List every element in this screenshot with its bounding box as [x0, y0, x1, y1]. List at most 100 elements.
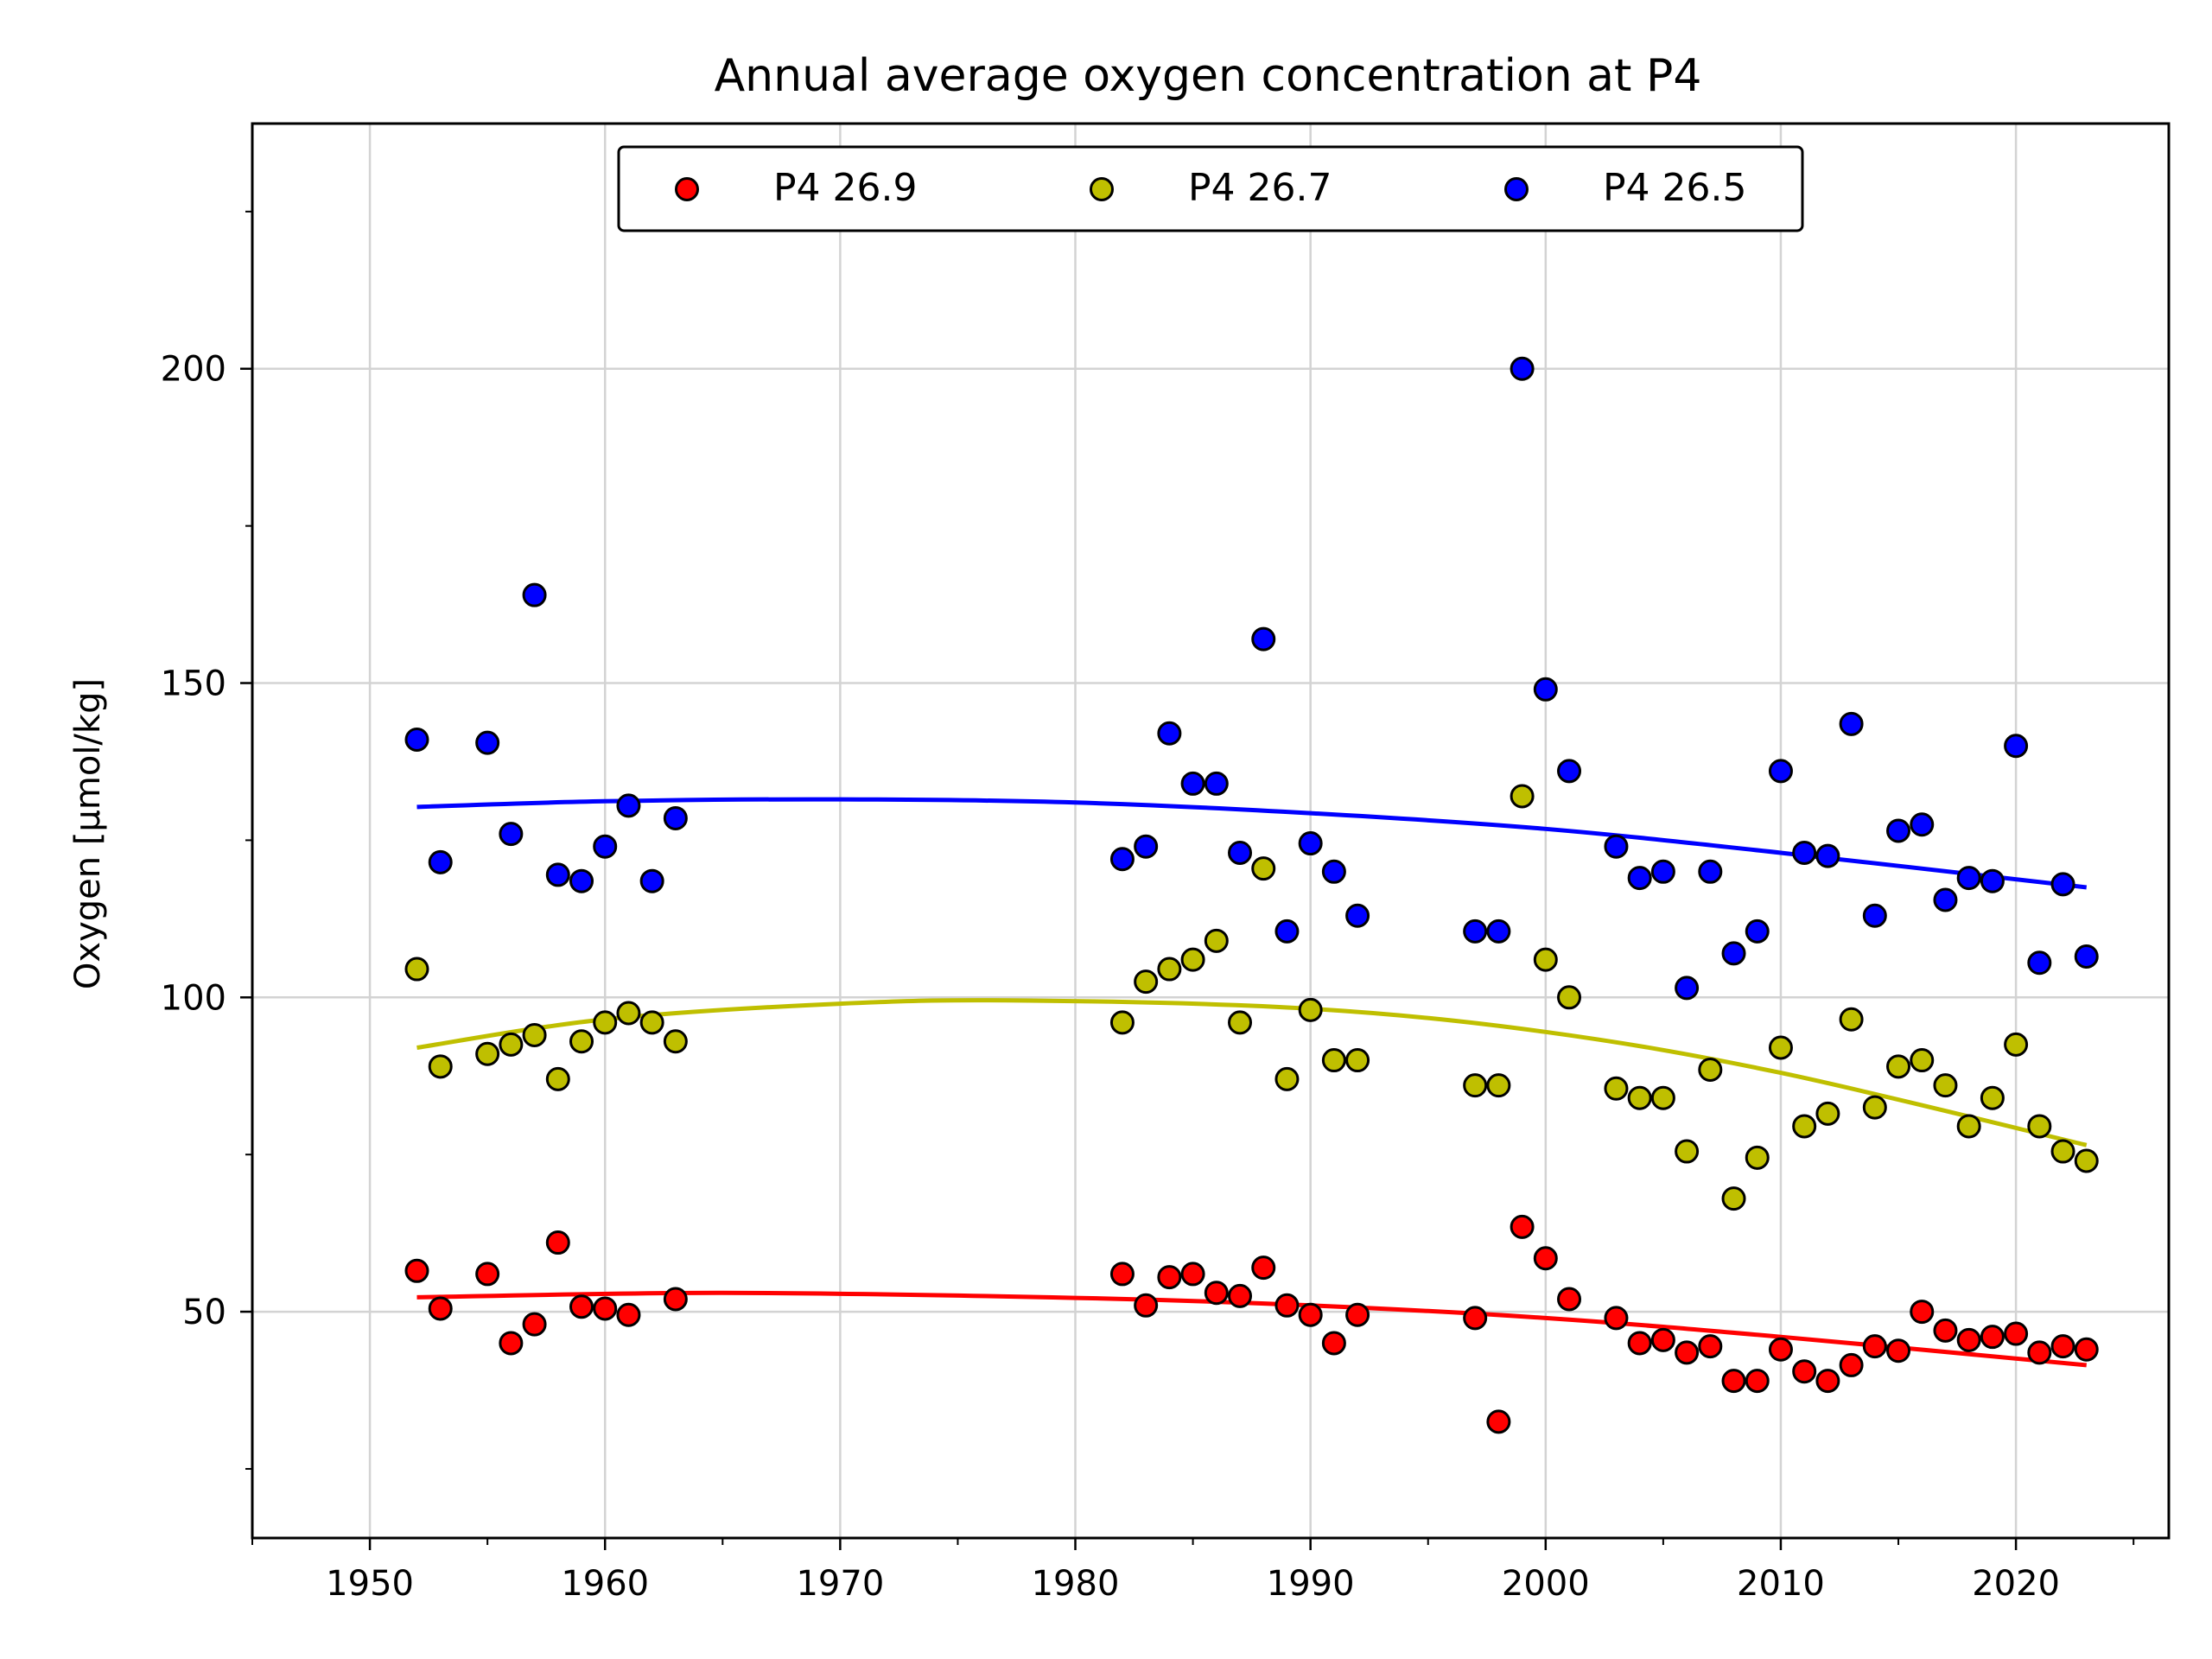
data-point: [1815, 843, 1840, 868]
legend-label-1: P4 26.7: [1188, 166, 1332, 210]
data-point: [1886, 1054, 1911, 1079]
data-point: [1109, 847, 1135, 872]
data-point: [1134, 1293, 1159, 1318]
data-point: [1321, 859, 1346, 884]
data-point: [663, 1287, 688, 1312]
data-point: [1228, 840, 1253, 865]
data-point: [1792, 1359, 1817, 1384]
data-point: [1157, 957, 1182, 982]
data-point: [1204, 928, 1229, 953]
data-point: [1839, 1352, 1864, 1377]
data-point: [1486, 1073, 1511, 1098]
data-point: [1486, 1409, 1511, 1434]
data-point: [1627, 866, 1652, 891]
legend-label-0: P4 26.9: [773, 166, 917, 210]
data-point: [1345, 903, 1370, 928]
data-point: [1204, 1281, 1229, 1306]
data-point: [1533, 677, 1558, 702]
y-tick-label: 50: [182, 1293, 226, 1332]
data-point: [1650, 1327, 1675, 1352]
x-tick-label: 1980: [1032, 1564, 1120, 1604]
data-points: [404, 356, 2099, 1434]
data-point: [616, 793, 641, 818]
fit-line-1: [416, 998, 2088, 1147]
data-point: [1698, 1057, 1723, 1082]
data-point: [1980, 868, 2005, 893]
data-point: [1109, 1010, 1135, 1035]
data-point: [2050, 1139, 2075, 1164]
data-point: [1486, 918, 1511, 944]
data-point: [1157, 721, 1182, 746]
x-tick-label: 1950: [326, 1564, 414, 1604]
data-point: [2050, 872, 2075, 897]
x-tick-label: 2010: [1737, 1564, 1825, 1604]
data-point: [593, 1296, 618, 1321]
data-point: [593, 1010, 618, 1035]
data-point: [1886, 818, 1911, 843]
data-point: [2074, 1337, 2099, 1362]
data-point: [475, 1041, 500, 1066]
data-point: [1839, 711, 1864, 736]
data-point: [1321, 1331, 1346, 1356]
data-point: [2027, 1340, 2052, 1365]
data-point: [1557, 759, 1582, 784]
data-point: [1675, 1139, 1700, 1164]
data-point: [404, 957, 429, 982]
data-point: [1109, 1262, 1135, 1287]
data-point: [1557, 1287, 1582, 1312]
x-tick-label: 2000: [1502, 1564, 1590, 1604]
data-point: [499, 1032, 524, 1057]
legend-frame: [617, 145, 1804, 232]
data-point: [1650, 1085, 1675, 1110]
data-point: [663, 805, 688, 830]
data-point: [1298, 1302, 1323, 1327]
data-point: [2074, 944, 2099, 969]
data-point: [593, 834, 618, 859]
plot-frame: [251, 122, 2171, 1540]
data-point: [1815, 1369, 1840, 1394]
data-point: [428, 1054, 453, 1079]
x-tick-label: 1990: [1267, 1564, 1355, 1604]
data-point: [475, 730, 500, 755]
x-tick-label: 1970: [796, 1564, 884, 1604]
y-tick-label: 200: [161, 350, 226, 390]
data-point: [522, 582, 547, 607]
data-point: [1956, 1114, 1981, 1139]
data-point: [1862, 1334, 1887, 1359]
data-point: [639, 1010, 664, 1035]
data-point: [1604, 1306, 1629, 1331]
data-point: [639, 868, 664, 893]
data-point: [1627, 1085, 1652, 1110]
data-point: [1768, 759, 1793, 784]
data-point: [545, 1230, 570, 1255]
data-point: [2004, 1321, 2029, 1346]
data-point: [1180, 947, 1205, 972]
data-point: [1910, 1048, 1935, 1073]
data-point: [1721, 941, 1746, 966]
data-point: [1134, 969, 1159, 995]
data-point: [2004, 1032, 2029, 1057]
data-point: [1134, 834, 1159, 859]
data-point: [1815, 1101, 1840, 1126]
legend-marker-1: [1090, 177, 1114, 201]
data-point: [1274, 918, 1300, 944]
data-point: [522, 1022, 547, 1047]
data-point: [1745, 1145, 1770, 1170]
data-point: [1228, 1010, 1253, 1035]
data-point: [1251, 626, 1276, 652]
data-point: [1604, 1076, 1629, 1101]
data-point: [1933, 1073, 1958, 1098]
data-point: [1956, 866, 1981, 891]
data-point: [1698, 1334, 1723, 1359]
data-point: [1180, 1262, 1205, 1287]
legend-label-2: P4 26.5: [1603, 166, 1746, 210]
data-point: [1180, 771, 1205, 796]
data-point: [1298, 997, 1323, 1022]
data-point: [1157, 1265, 1182, 1290]
data-point: [1910, 1300, 1935, 1325]
data-point: [1910, 812, 1935, 837]
data-point: [428, 849, 453, 874]
data-point: [1204, 771, 1229, 796]
chart-title: Annual average oxygen concentration at P…: [715, 50, 1702, 102]
